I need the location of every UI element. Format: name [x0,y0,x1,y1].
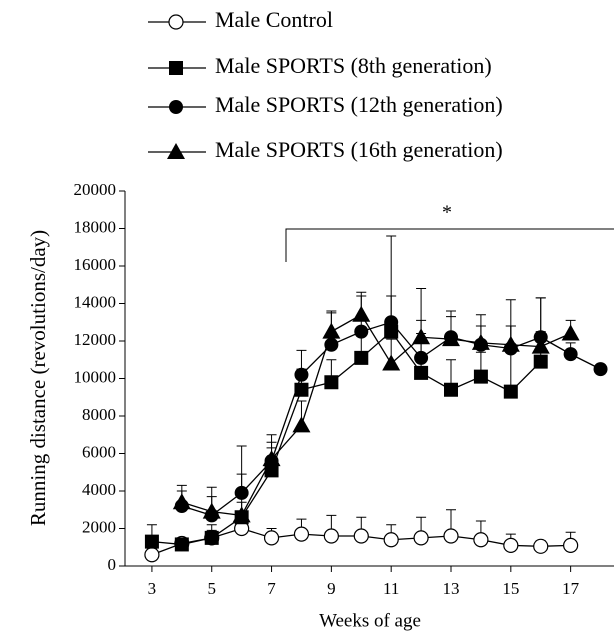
x-tick-label: 13 [443,579,460,598]
y-tick-label: 8000 [82,405,116,424]
marker [531,337,550,354]
marker [263,530,280,546]
legend-marker [169,100,183,114]
annotation: * [442,202,452,224]
marker [294,382,309,397]
marker [172,493,191,510]
legend-label: Male SPORTS (8th generation) [215,53,492,78]
marker [473,532,489,548]
x-tick-label: 7 [267,579,276,598]
marker [414,350,429,365]
marker [352,305,371,322]
marker [503,384,518,399]
x-tick-label: 3 [148,579,157,598]
y-tick-label: 14000 [74,292,117,311]
marker [443,528,459,544]
x-tick-label: 5 [207,579,216,598]
marker [563,537,579,553]
marker [533,538,549,554]
marker [204,530,219,545]
x-tick-label: 17 [562,579,580,598]
marker [323,528,339,544]
x-tick-label: 11 [383,579,399,598]
marker [324,375,339,390]
y-tick-label: 6000 [82,442,116,461]
marker [412,328,431,345]
marker [593,362,608,377]
legend-label: Male Control [215,7,333,32]
marker [174,537,189,552]
y-tick-label: 12000 [74,330,117,349]
marker [354,350,369,365]
marker [413,530,429,546]
y-tick-label: 0 [108,555,117,574]
y-tick-label: 4000 [82,480,116,499]
legend-label: Male SPORTS (12th generation) [215,92,503,117]
y-axis-label: Running distance (revolutions/day) [26,230,50,526]
marker [292,416,311,433]
marker [383,532,399,548]
marker [382,354,401,371]
marker [353,528,369,544]
marker [444,382,458,397]
y-tick-label: 18000 [74,217,117,236]
marker [354,324,369,339]
x-tick-label: 9 [327,579,336,598]
marker [533,330,548,345]
marker [324,337,339,352]
marker [202,502,221,519]
marker [501,335,520,352]
marker [473,369,488,384]
marker [322,322,341,339]
marker [563,347,578,362]
marker [144,547,160,563]
marker [144,534,159,549]
marker [503,537,519,553]
x-axis-label: Weeks of age [319,610,421,631]
marker [471,333,490,350]
marker [561,324,580,341]
marker [234,485,249,500]
significance-bracket [285,228,614,262]
legend-marker [168,14,184,30]
y-tick-label: 20000 [74,180,117,199]
marker [294,367,309,382]
legend-marker [167,143,185,159]
marker [293,526,310,542]
marker [262,450,281,467]
marker [384,315,399,330]
y-tick-label: 16000 [74,255,117,274]
x-tick-label: 15 [502,579,519,598]
marker [414,365,429,380]
y-tick-label: 10000 [74,367,117,386]
legend-label: Male SPORTS (16th generation) [215,137,503,162]
y-tick-label: 2000 [82,517,116,536]
marker [533,354,548,369]
marker [232,506,251,523]
marker [442,330,460,347]
legend-marker [169,61,183,75]
